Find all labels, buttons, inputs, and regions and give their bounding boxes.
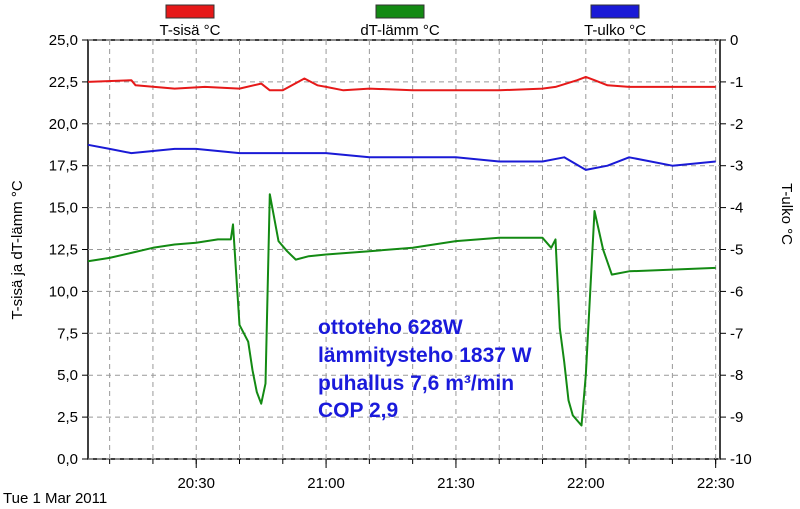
right-tick-label: -1 <box>730 74 743 91</box>
x-tick-label: 22:30 <box>697 475 735 492</box>
right-tick-label: -7 <box>730 325 743 342</box>
right-tick-label: -10 <box>730 451 752 468</box>
left-tick-label: 2,5 <box>57 409 78 426</box>
x-tick-label: 21:00 <box>307 475 345 492</box>
legend-swatch <box>375 4 425 19</box>
left-tick-label: 25,0 <box>49 32 78 49</box>
right-tick-label: 0 <box>730 32 738 49</box>
right-tick-label: -2 <box>730 116 743 133</box>
left-tick-label: 20,0 <box>49 116 78 133</box>
right-axis-title: T-ulko °C <box>778 183 795 245</box>
left-tick-label: 15,0 <box>49 200 78 217</box>
annotation-line-1: ottoteho 628W <box>318 316 463 339</box>
x-tick-label: 21:30 <box>437 475 475 492</box>
series-layer <box>87 75 716 427</box>
x-tick-label: 22:00 <box>567 475 605 492</box>
left-axis: 0,0 2,5 5,0 7,5 10,0 12,5 15,0 17,5 20,0 22,5 25,0 <box>49 32 88 468</box>
legend-label: T-ulko °C <box>584 22 646 39</box>
legend-swatch <box>590 4 640 19</box>
right-tick-label: -3 <box>730 158 743 175</box>
annotation-line-4: COP 2,9 <box>318 399 398 422</box>
x-tick-label: 20:30 <box>177 475 215 492</box>
left-tick-label: 5,0 <box>57 367 78 384</box>
series-t-sisa-line <box>87 75 716 92</box>
right-tick-label: -5 <box>730 242 743 259</box>
legend-label: T-sisä °C <box>159 22 220 39</box>
annotation-line-3: puhallus 7,6 m³/min <box>318 372 514 395</box>
right-tick-label: -4 <box>730 200 743 217</box>
left-tick-label: 10,0 <box>49 283 78 300</box>
annotation-line-2: lämmitysteho 1837 W <box>318 344 532 367</box>
legend-label: dT-lämm °C <box>360 22 440 39</box>
footer-date: Tue 1 Mar 2011 <box>3 490 107 507</box>
right-tick-label: -9 <box>730 409 743 426</box>
left-axis-title: T-sisä ja dT-lämm °C <box>9 180 26 320</box>
grid-lines <box>88 39 720 460</box>
legend: T-sisä °C dT-lämm °C T-ulko °C <box>159 4 646 39</box>
left-tick-label: 22,5 <box>49 74 78 91</box>
x-axis: 20:30 21:00 21:30 22:00 22:30 <box>109 459 735 492</box>
right-tick-label: -8 <box>730 367 743 384</box>
series-t-ulko-line <box>87 143 716 171</box>
series-dt-lamm-line <box>87 193 716 427</box>
legend-swatch <box>165 4 215 19</box>
left-tick-label: 0,0 <box>57 451 78 468</box>
left-tick-label: 17,5 <box>49 158 78 175</box>
annotation-box: ottoteho 628W lämmitysteho 1837 W puhall… <box>318 316 532 422</box>
left-tick-label: 12,5 <box>49 242 78 259</box>
right-tick-label: -6 <box>730 283 743 300</box>
left-tick-label: 7,5 <box>57 325 78 342</box>
right-axis: -10-9-8-7-6-5-4-3-2-10 <box>720 32 752 468</box>
